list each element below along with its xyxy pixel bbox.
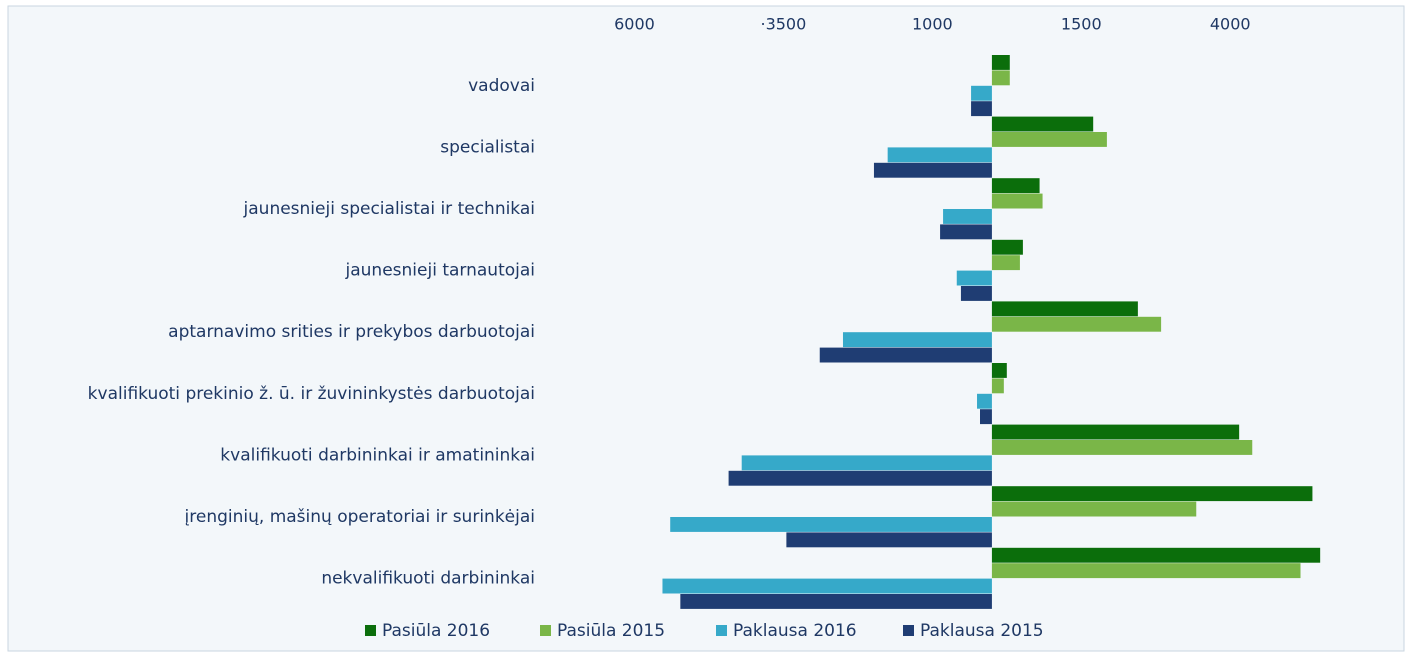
bar xyxy=(819,347,992,363)
category-label: vadovai xyxy=(468,76,535,96)
category-label: specialistai xyxy=(440,137,535,157)
category-label: jaunesnieji specialistai ir technikai xyxy=(243,199,535,219)
bar xyxy=(991,316,1162,332)
category-label: aptarnavimo srities ir prekybos darbuoto… xyxy=(168,322,535,342)
bar xyxy=(991,440,1253,455)
bar xyxy=(991,239,1023,255)
bar xyxy=(991,563,1301,579)
x-tick-label: 1500 xyxy=(1061,15,1102,34)
legend-label: Pasiūla 2016 xyxy=(382,621,490,641)
x-tick-label: ·3500 xyxy=(760,15,806,34)
bar xyxy=(662,578,992,594)
bar xyxy=(991,178,1040,194)
bar xyxy=(991,547,1321,563)
bar xyxy=(991,132,1107,147)
bar xyxy=(971,101,992,117)
legend-label: Paklausa 2016 xyxy=(733,621,857,641)
bar xyxy=(991,301,1138,317)
bar xyxy=(670,517,992,532)
bar xyxy=(741,455,992,471)
bar xyxy=(991,501,1197,517)
bar xyxy=(991,116,1094,132)
legend-swatch xyxy=(716,625,727,636)
bar xyxy=(991,55,1010,70)
legend-swatch xyxy=(540,625,551,636)
chart-background xyxy=(7,5,1405,652)
bar xyxy=(887,147,992,163)
legend-swatch xyxy=(365,625,376,636)
x-tick-label: 6000 xyxy=(614,15,655,34)
legend-label: Pasiūla 2015 xyxy=(557,621,665,641)
bar xyxy=(991,378,1004,394)
category-label: nekvalifikuoti darbininkai xyxy=(321,569,535,589)
category-label: kvalifikuoti prekinio ž. ū. ir žuvininky… xyxy=(88,384,535,404)
bar xyxy=(977,393,992,409)
bar xyxy=(680,594,992,609)
bar xyxy=(786,532,992,548)
bar xyxy=(980,409,992,425)
category-label: jaunesnieji tarnautojai xyxy=(345,261,535,281)
bar xyxy=(991,486,1313,502)
bar xyxy=(991,193,1043,209)
legend-label: Paklausa 2015 xyxy=(920,621,1044,641)
bar xyxy=(943,209,992,224)
bar xyxy=(991,424,1240,440)
bar xyxy=(991,70,1010,86)
bar xyxy=(956,270,992,286)
bar xyxy=(940,224,992,240)
bar xyxy=(991,255,1020,271)
category-label: kvalifikuoti darbininkai ir amatininkai xyxy=(220,445,535,465)
x-tick-label: 1000 xyxy=(912,15,953,34)
bar xyxy=(873,162,992,178)
bar xyxy=(971,85,992,101)
category-label: įrenginių, mašinų operatoriai ir surinkė… xyxy=(185,507,535,527)
legend-swatch xyxy=(903,625,914,636)
bar xyxy=(728,470,992,486)
bar xyxy=(842,332,992,348)
bar xyxy=(991,363,1007,378)
x-tick-label: 4000 xyxy=(1210,15,1251,34)
bar xyxy=(960,286,992,301)
